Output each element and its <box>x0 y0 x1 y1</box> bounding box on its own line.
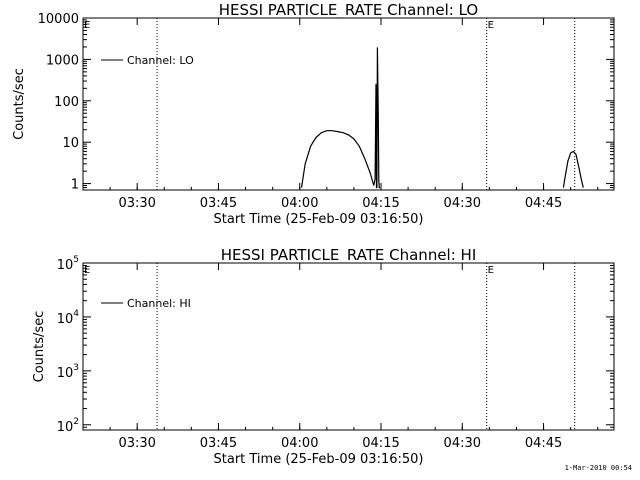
hi-y-tick-base: 10 <box>57 258 74 273</box>
hi-y-tick-label: 105 <box>57 255 79 273</box>
hi-x-tick-label: 04:00 <box>281 436 318 451</box>
hi-y-tick-exp: 2 <box>73 417 79 427</box>
lo-x-tick-label: 03:45 <box>200 196 237 211</box>
hi-y-tick-base: 10 <box>57 366 74 381</box>
hi-channel-panel: HESSI PARTICLE_RATE Channel: HI 03:30 03:4… <box>32 246 615 467</box>
hi-y-tick-base: 10 <box>57 312 74 327</box>
lo-y-tick-label: 1000 <box>46 53 79 68</box>
hi-x-tick-label: 03:30 <box>118 436 155 451</box>
hi-x-tick-label: 04:45 <box>525 436 562 451</box>
lo-chart-title: HESSI PARTICLE_RATE Channel: LO <box>219 1 478 20</box>
lo-x-tick-label: 04:45 <box>525 196 562 211</box>
hi-chart-title: HESSI PARTICLE_RATE Channel: HI <box>221 246 477 265</box>
lo-x-tick-label: 03:30 <box>118 196 155 211</box>
hi-legend-label: Channel: HI <box>127 297 191 310</box>
hi-x-tick-label: 03:45 <box>200 436 237 451</box>
lo-y-tick-label: 1 <box>71 178 79 193</box>
hi-plot-frame <box>82 262 615 431</box>
hi-y-tick-exp: 3 <box>73 363 79 373</box>
lo-x-tick-label: 04:15 <box>362 196 399 211</box>
lo-x-axis-label: Start Time (25-Feb-09 03:16:50) <box>214 212 424 227</box>
lo-channel-panel: HESSI PARTICLE_RATE Channel: LO 03:30 03:4… <box>12 1 615 227</box>
hi-y-tick-label: 104 <box>57 309 80 327</box>
lo-y-axis-label: Counts/sec <box>12 68 27 140</box>
lo-event-marker: E <box>488 20 494 31</box>
hi-x-tick-label: 04:30 <box>444 436 481 451</box>
lo-x-tick-label: 04:00 <box>281 196 318 211</box>
lo-x-tick-label: 04:30 <box>444 196 481 211</box>
hi-event-marker: E <box>84 265 90 276</box>
hi-y-tick-exp: 5 <box>73 255 79 265</box>
lo-y-tick-label: 100 <box>54 95 79 110</box>
hi-event-marker: E <box>488 265 494 276</box>
lo-data-line <box>373 47 381 189</box>
hi-x-axis-label: Start Time (25-Feb-09 03:16:50) <box>214 452 424 467</box>
lo-event-marker: E <box>84 20 90 31</box>
hi-y-tick-label: 103 <box>57 363 79 381</box>
lo-y-tick-label: 10 <box>62 136 79 151</box>
lo-data-line <box>300 130 375 188</box>
hi-y-tick-exp: 4 <box>73 309 79 319</box>
lo-data-line <box>562 150 584 188</box>
plot-timestamp: 1-Mar-2010 00:54 <box>564 464 632 472</box>
hi-x-tick-label: 04:15 <box>362 436 399 451</box>
lo-plot-frame <box>82 17 615 191</box>
lo-y-tick-label: 10000 <box>38 12 79 27</box>
hi-y-axis-label: Counts/sec <box>32 311 47 383</box>
hi-y-tick-label: 102 <box>57 417 79 435</box>
lo-legend-label: Channel: LO <box>127 54 194 67</box>
hi-y-tick-base: 10 <box>57 420 74 435</box>
